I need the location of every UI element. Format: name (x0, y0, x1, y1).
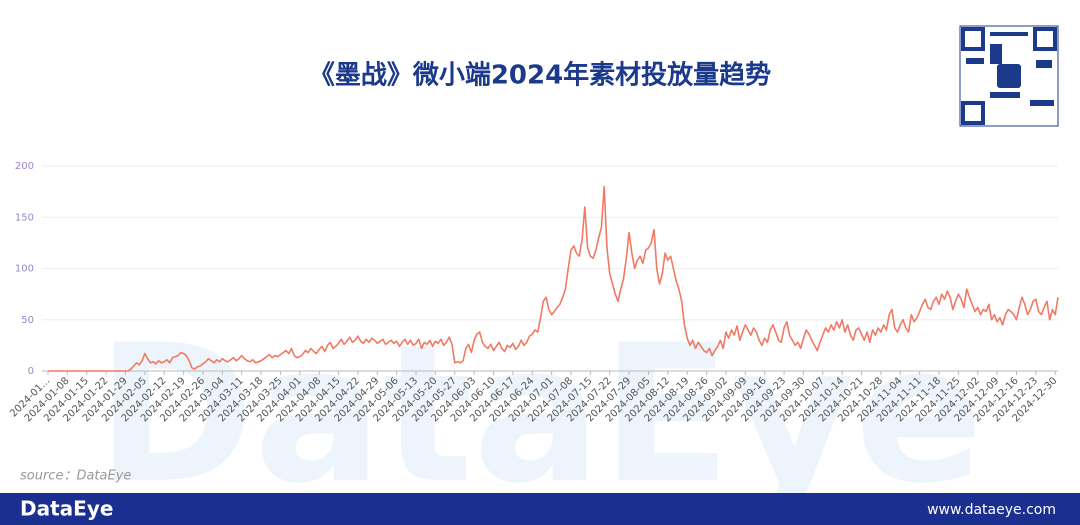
qr-code (959, 25, 1059, 127)
chart-title: 《墨战》微小端2024年素材投放量趋势 (309, 60, 771, 91)
watermark: DataEye (96, 304, 983, 525)
footer-url: www.dataeye.com (927, 502, 1056, 518)
y-tick-label: 100 (15, 264, 34, 275)
footer-band (0, 493, 1080, 525)
footer-brand: DataEye (20, 497, 113, 521)
source-note: source：DataEye (20, 469, 131, 484)
y-tick-label: 150 (15, 212, 34, 223)
y-tick-label: 200 (15, 161, 34, 172)
y-tick-label: 0 (28, 366, 34, 377)
line-series (48, 185, 1059, 372)
y-tick-label: 50 (21, 315, 34, 326)
